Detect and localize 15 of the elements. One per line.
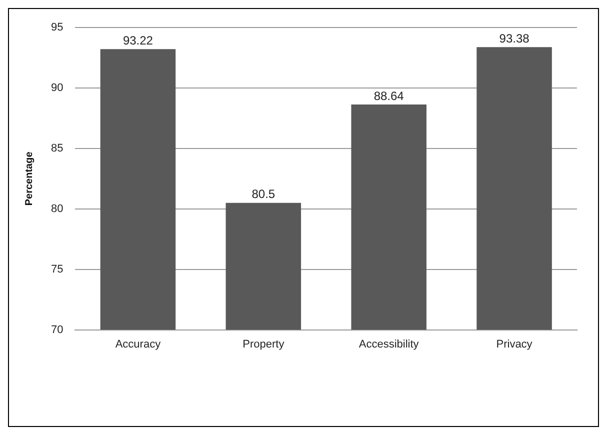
data-label: 80.5 <box>252 187 276 202</box>
x-tick-label: Property <box>242 338 285 350</box>
data-label: 93.22 <box>122 33 154 48</box>
x-tick-label: Accuracy <box>115 338 162 350</box>
data-label: 88.64 <box>374 88 404 103</box>
y-tick-label: 90 <box>50 82 64 94</box>
data-label: 93.38 <box>499 31 530 46</box>
x-tick-label: Accessibility <box>358 338 420 350</box>
y-tick-label: 95 <box>50 22 64 34</box>
y-tick-label: 85 <box>50 142 64 155</box>
x-tick-label: Privacy <box>496 338 533 350</box>
y-axis-title: Percentage <box>24 151 35 206</box>
y-tick-label: 75 <box>50 263 64 276</box>
y-tick-label: 80 <box>50 202 64 215</box>
y-tick-label: 70 <box>50 324 64 336</box>
